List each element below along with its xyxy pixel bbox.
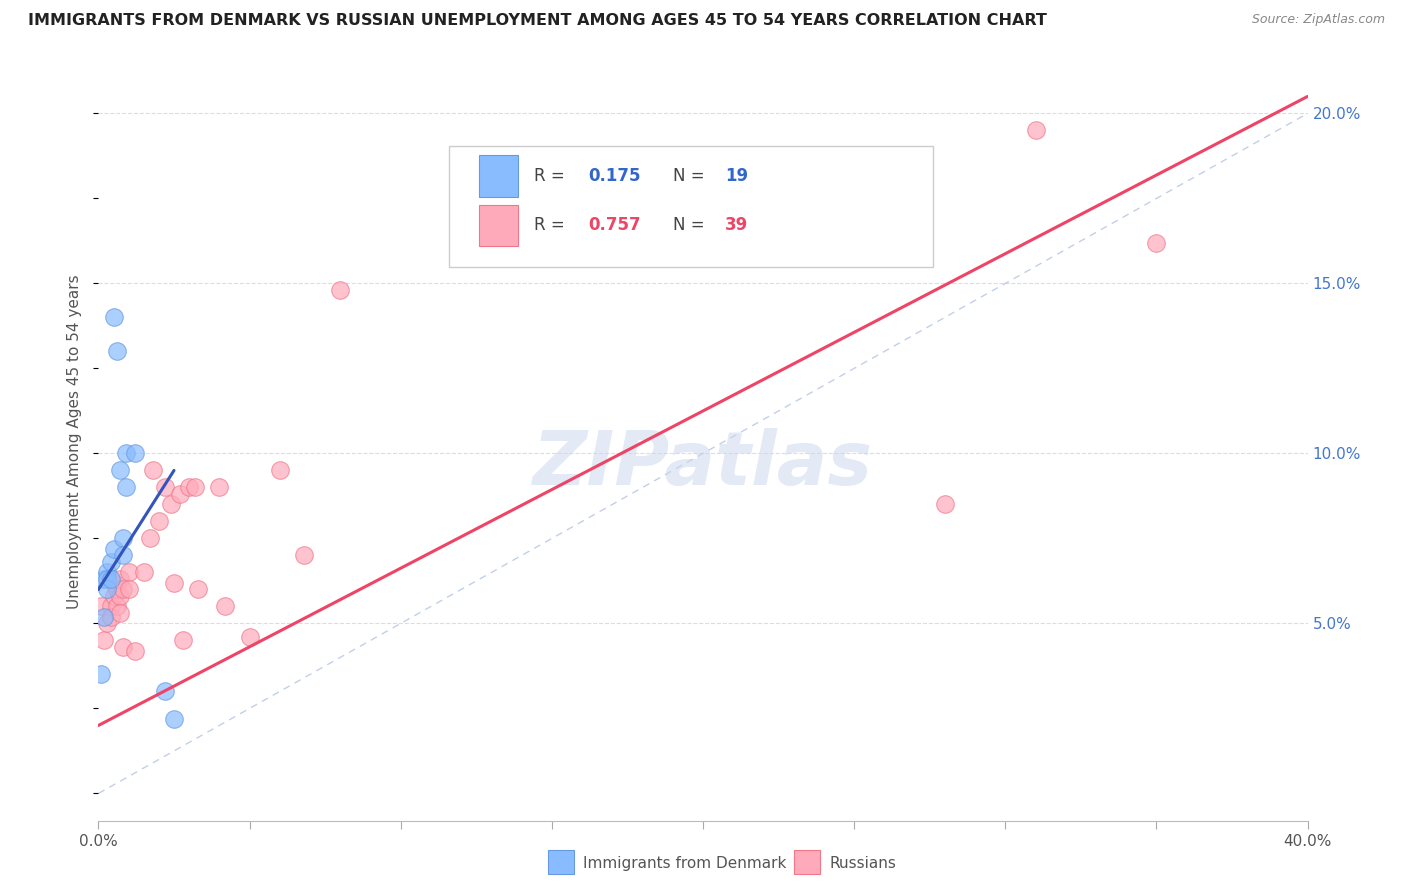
Point xyxy=(108,589,131,603)
Text: Russians: Russians xyxy=(830,856,897,871)
Text: Immigrants from Denmark: Immigrants from Denmark xyxy=(583,856,787,871)
Point xyxy=(124,446,146,460)
Point xyxy=(108,606,131,620)
Point xyxy=(103,575,125,590)
Point xyxy=(208,480,231,494)
Point xyxy=(184,480,207,494)
Point xyxy=(934,498,956,512)
Point xyxy=(100,555,122,569)
Point xyxy=(105,582,128,597)
Point xyxy=(142,463,165,477)
Point xyxy=(111,582,134,597)
Bar xyxy=(548,850,574,874)
Point xyxy=(239,630,262,644)
Point xyxy=(96,582,118,597)
Point xyxy=(118,582,141,597)
Point xyxy=(163,575,186,590)
Point xyxy=(96,572,118,586)
Bar xyxy=(479,155,517,197)
Text: Source: ZipAtlas.com: Source: ZipAtlas.com xyxy=(1251,13,1385,27)
Y-axis label: Unemployment Among Ages 45 to 54 years: Unemployment Among Ages 45 to 54 years xyxy=(67,274,83,609)
Point xyxy=(100,572,122,586)
Point xyxy=(114,480,136,494)
Text: N =: N = xyxy=(672,217,710,235)
Text: N =: N = xyxy=(672,167,710,186)
Point xyxy=(111,532,134,546)
Point xyxy=(103,541,125,556)
Point xyxy=(108,463,131,477)
Point xyxy=(172,633,194,648)
Point xyxy=(132,566,155,580)
Bar xyxy=(794,850,820,874)
Bar xyxy=(479,204,517,246)
Point xyxy=(179,480,201,494)
Point xyxy=(93,633,115,648)
Point xyxy=(100,599,122,614)
Point xyxy=(148,515,170,529)
Point xyxy=(103,310,125,325)
Text: R =: R = xyxy=(534,167,569,186)
Point xyxy=(93,572,115,586)
Text: IMMIGRANTS FROM DENMARK VS RUSSIAN UNEMPLOYMENT AMONG AGES 45 TO 54 YEARS CORREL: IMMIGRANTS FROM DENMARK VS RUSSIAN UNEMP… xyxy=(28,13,1047,29)
Point xyxy=(100,609,122,624)
Point xyxy=(114,446,136,460)
Point xyxy=(292,549,315,563)
Text: 19: 19 xyxy=(724,167,748,186)
Point xyxy=(269,463,291,477)
Point xyxy=(108,572,131,586)
Point xyxy=(90,599,112,614)
Point xyxy=(329,283,352,297)
Point xyxy=(93,609,115,624)
Point xyxy=(111,549,134,563)
Point xyxy=(139,532,162,546)
Point xyxy=(124,643,146,657)
Point xyxy=(187,582,209,597)
Text: R =: R = xyxy=(534,217,569,235)
Point xyxy=(163,712,186,726)
Point xyxy=(96,566,118,580)
Point xyxy=(1024,123,1046,137)
Point xyxy=(105,599,128,614)
Point xyxy=(105,344,128,359)
Text: ZIPatlas: ZIPatlas xyxy=(533,428,873,500)
Point xyxy=(153,480,176,494)
Point xyxy=(214,599,236,614)
Text: 0.757: 0.757 xyxy=(588,217,641,235)
Point xyxy=(96,616,118,631)
Text: 0.175: 0.175 xyxy=(588,167,641,186)
Point xyxy=(111,640,134,655)
Point xyxy=(692,209,714,223)
Point xyxy=(90,667,112,681)
Text: 39: 39 xyxy=(724,217,748,235)
Point xyxy=(153,684,176,698)
Point xyxy=(169,487,191,501)
FancyBboxPatch shape xyxy=(449,145,932,268)
Point xyxy=(103,589,125,603)
Point xyxy=(160,498,183,512)
Point xyxy=(1144,235,1167,250)
Point xyxy=(118,566,141,580)
